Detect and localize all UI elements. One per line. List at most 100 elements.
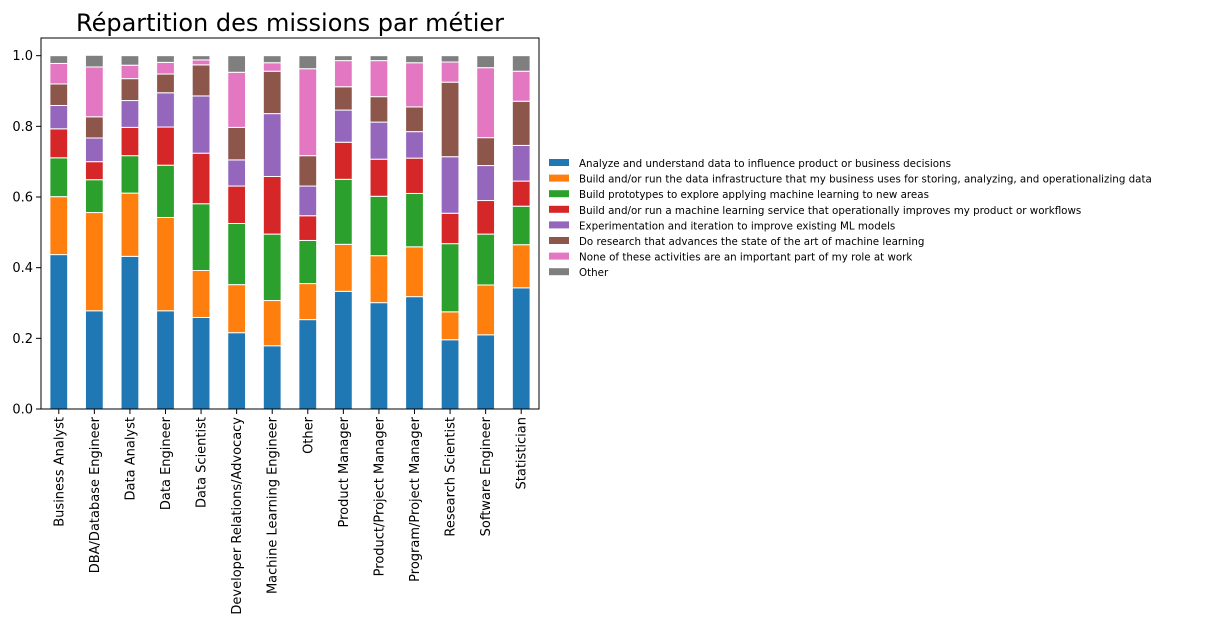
- bar-segment-data-engineer-s6: [156, 61, 175, 75]
- bar-segment-product-project-manager-s5: [369, 96, 389, 123]
- bar-segment-statistician-s1: [511, 244, 531, 289]
- bar-segment-business-analyst-s6: [49, 62, 69, 85]
- x-tick-label-machine-learning-engineer: Machine Learning Engineer: [266, 416, 281, 594]
- bar-segment-product-manager-s1: [333, 243, 353, 292]
- bar-segment-data-scientist-s2: [191, 203, 211, 271]
- legend-swatch-6: [549, 252, 569, 260]
- bar-segment-software-engineer-s6: [476, 67, 496, 139]
- bar-segment-product-project-manager-s1: [369, 255, 389, 304]
- bar-segment-data-engineer-s0: [156, 310, 175, 410]
- bar-segment-business-analyst-s3: [49, 128, 69, 159]
- x-tick-label-product-manager: Product Manager: [337, 416, 352, 527]
- bar-segment-data-engineer-s3: [156, 126, 175, 166]
- bar-segment-business-analyst-s5: [49, 83, 69, 106]
- bar-segment-dba-database-engineer-s1: [84, 212, 104, 312]
- x-tick-label-software-engineer: Software Engineer: [479, 416, 494, 536]
- bar-segment-business-analyst-s1: [49, 196, 69, 256]
- legend-label-6: None of these activities are an importan…: [579, 252, 912, 264]
- x-tick-label-other: Other: [301, 416, 316, 454]
- bar-segment-product-manager-s6: [333, 60, 353, 88]
- bar-segment-software-engineer-s1: [476, 284, 496, 336]
- legend-swatch-5: [549, 237, 569, 244]
- y-tick-label: 1.0: [12, 49, 33, 64]
- bar-segment-data-engineer-s2: [156, 164, 175, 218]
- bar-segment-data-engineer-s5: [156, 73, 175, 94]
- bar-segment-software-engineer-s7: [476, 55, 496, 69]
- bar-segment-dba-database-engineer-s0: [84, 310, 104, 410]
- bar-segment-dba-database-engineer-s5: [84, 116, 104, 139]
- x-tick-label-product-project-manager: Product/Project Manager: [372, 416, 387, 576]
- x-tick-label-data-engineer: Data Engineer: [159, 416, 174, 510]
- bar-segment-research-scientist-s1: [440, 311, 460, 341]
- bar-segment-machine-learning-engineer-s1: [262, 300, 282, 347]
- y-tick-label: 0.0: [12, 403, 33, 418]
- legend-label-3: Build and/or run a machine learning serv…: [579, 205, 1081, 217]
- bar-segment-research-scientist-s3: [440, 212, 460, 245]
- y-tick-label: 0.6: [12, 191, 33, 206]
- bar-segment-data-scientist-s6: [191, 59, 211, 66]
- bar-segment-machine-learning-engineer-s5: [262, 70, 282, 115]
- bar-segment-program-project-manager-s2: [405, 192, 424, 248]
- bar-segment-software-engineer-s5: [476, 137, 496, 167]
- plot-frame: [40, 37, 540, 410]
- bar-segment-machine-learning-engineer-s7: [262, 55, 282, 64]
- bar-segment-research-scientist-s6: [440, 61, 460, 83]
- x-tick-label-research-scientist: Research Scientist: [444, 417, 459, 537]
- x-tick-label-business-analyst: Business Analyst: [52, 417, 67, 527]
- bar-segment-data-engineer-s7: [156, 55, 175, 63]
- bar-segment-developer-relations-advocacy-s4: [227, 159, 247, 187]
- bar-segment-research-scientist-s4: [440, 156, 460, 214]
- bar-segment-data-scientist-s7: [191, 55, 211, 61]
- bar-segment-research-scientist-s5: [440, 81, 460, 158]
- x-tick-label-developer-relations-advocacy: Developer Relations/Advocacy: [230, 417, 245, 615]
- bar-segment-data-scientist-s3: [191, 152, 211, 205]
- bar-segment-product-manager-s2: [333, 178, 353, 245]
- legend-swatch-1: [549, 174, 569, 182]
- bar-segment-data-scientist-s5: [191, 64, 211, 97]
- bar-segment-dba-database-engineer-s3: [84, 161, 104, 181]
- x-tick-label-statistician: Statistician: [515, 417, 530, 489]
- bar-segment-developer-relations-advocacy-s7: [227, 55, 247, 73]
- bar-segment-product-manager-s4: [333, 109, 353, 143]
- bar-segment-other-s6: [298, 68, 318, 157]
- bar-segment-business-analyst-s7: [49, 55, 69, 64]
- bar-segment-product-manager-s3: [333, 141, 353, 180]
- bars-layer: [49, 54, 531, 410]
- bar-segment-developer-relations-advocacy-s3: [227, 185, 247, 225]
- bar-segment-software-engineer-s4: [476, 165, 496, 202]
- bar-segment-product-project-manager-s4: [369, 121, 389, 160]
- legend-swatch-2: [549, 190, 569, 198]
- bar-segment-program-project-manager-s4: [405, 131, 424, 159]
- legend-swatch-3: [549, 205, 569, 213]
- legend-swatch-4: [549, 221, 569, 229]
- legend-label-1: Build and/or run the data infrastructure…: [579, 174, 1152, 186]
- bar-segment-dba-database-engineer-s7: [84, 54, 104, 68]
- x-tick-label-program-project-manager: Program/Project Manager: [408, 416, 423, 581]
- bar-segment-software-engineer-s2: [476, 233, 496, 286]
- bar-segment-other-s3: [298, 215, 318, 241]
- bar-segment-program-project-manager-s5: [405, 106, 424, 133]
- bar-segment-product-project-manager-s7: [369, 55, 389, 62]
- bar-segment-product-project-manager-s6: [369, 60, 389, 98]
- bar-segment-product-project-manager-s3: [369, 158, 389, 197]
- axes-layer: 0.0 0.2 0.4 0.6 0.8 1.0 Business Analyst DBA/Da…: [12, 37, 540, 615]
- bar-segment-machine-learning-engineer-s3: [262, 176, 282, 235]
- bar-segment-statistician-s2: [511, 205, 531, 246]
- bar-segment-program-project-manager-s6: [405, 62, 424, 108]
- bar-segment-data-scientist-s0: [191, 316, 211, 410]
- bar-segment-data-scientist-s4: [191, 95, 211, 154]
- legend-label-2: Build prototypes to explore applying mac…: [579, 189, 929, 201]
- bar-segment-program-project-manager-s7: [405, 55, 424, 64]
- bar-segment-statistician-s7: [511, 55, 531, 72]
- y-tick-label: 0.4: [12, 261, 33, 276]
- legend-swatch-0: [549, 159, 569, 166]
- bar-segment-other-s1: [298, 283, 318, 321]
- bar-segment-product-manager-s7: [333, 55, 353, 62]
- bar-segment-statistician-s0: [511, 287, 531, 410]
- bar-segment-dba-database-engineer-s6: [84, 66, 104, 118]
- y-tick-label: 0.8: [12, 120, 33, 135]
- bar-segment-data-scientist-s1: [191, 269, 211, 318]
- legend-swatch-7: [549, 268, 569, 276]
- bar-segment-machine-learning-engineer-s4: [262, 113, 282, 177]
